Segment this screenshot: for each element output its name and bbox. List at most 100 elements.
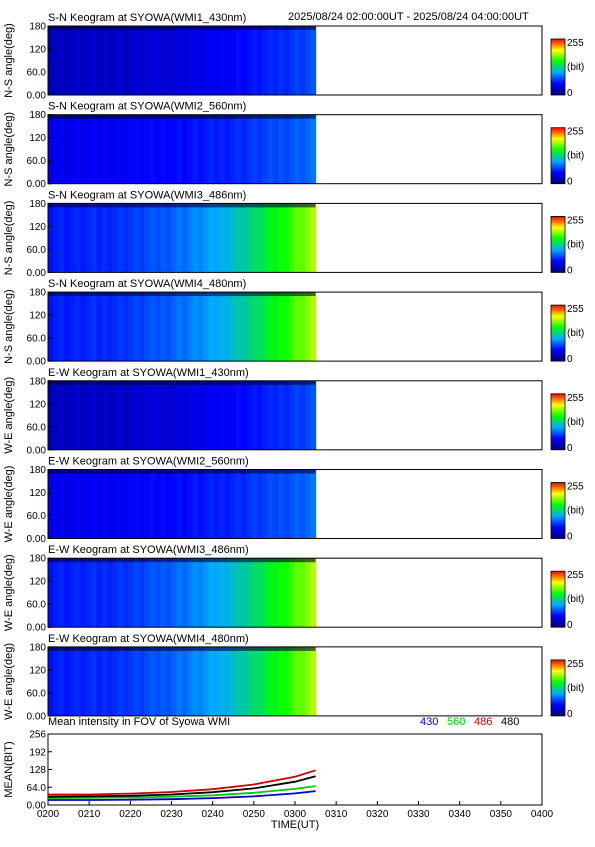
panel-1-heat-column [85,26,92,95]
panel-8-ytick-label: 0.00 [27,711,47,722]
panel-3-heat-column [288,203,295,273]
panel-3-heat-column [208,203,215,273]
panel-4-heat-column [171,292,178,362]
panel-1-colorbar [550,38,566,96]
panel-4-heat-column [310,292,317,362]
panel-6-heat-column [144,469,151,539]
panel-7-heat-column [235,558,242,628]
panel-3-heat-column [69,203,76,273]
panel-6-heat-column [197,469,204,539]
panel-5-heat-column [246,380,252,450]
panel-6-heat-column [85,469,92,539]
panel-3-heat-column [133,203,140,273]
panel-2-ytick-label: 0.00 [27,179,47,190]
panel-1-heat-column [90,26,97,95]
panel-6-heat-column [165,469,172,539]
panel-3-ylabel: N-S angle(deg) [3,201,15,276]
panel-3-heat-column [246,203,252,273]
panel-3-heat-column [122,203,129,273]
panel-2-heat-column [90,114,97,184]
panel-4-frame [47,291,543,362]
panel-5-heat-column [310,380,317,450]
panel-8-heat-column [96,646,103,716]
panel-7-heat-column [138,558,145,628]
panel-8-heat-column [149,646,156,716]
panel-3-heat-column [229,203,236,273]
panel-5-heat-column [64,380,71,450]
panel-4-heat-column [122,292,129,362]
panel-4-heat-column [155,292,161,362]
panel-4-heat-column [288,292,295,362]
panel-2-ylabel: N-S angle(deg) [3,112,15,187]
panel-1-heat-column [117,26,124,95]
panel-1-heat-column [288,26,295,95]
panel-1-heat-column [133,26,140,95]
line-xtick-label: 0220 [119,809,142,820]
panel-3-heat-column [96,203,103,273]
panel-6-heat-column [128,469,135,539]
panel-6-heat-column [288,469,295,539]
panel-6-heat-column [181,469,188,539]
panel-8-heat-column [251,646,258,716]
panel-2-colorbar-min: 0 [567,177,573,188]
panel-5-heat-column [192,380,199,450]
panel-1-heat-column [176,26,183,95]
panel-6-heat-column [149,469,156,539]
panel-1-heat-column [80,26,87,95]
panel-2-ytick-label: 180 [29,110,46,121]
panel-3-colorbar-min: 0 [567,265,573,276]
panel-5-heat-column [208,380,215,450]
panel-7-title: E-W Keogram at SYOWA(WMI3_486nm) [48,544,249,556]
panel-6-colorbar [550,482,566,539]
panel-8-heat-column [310,646,317,716]
panel-7-heat-column [262,558,269,628]
panel-4-heat-column [74,292,81,362]
panel-3-heat-column [138,203,145,273]
panel-7-ytick-label: 120 [29,577,46,588]
panel-2-heat-column [299,114,306,184]
panel-5-heat-column [262,380,269,450]
panel-2-heat-column [181,114,188,184]
panel-2-heat-column [192,114,199,184]
panel-6-heat-column [155,469,161,539]
line-xlabel: TIME(UT) [271,819,319,831]
panel-8-horizon-band [48,646,316,651]
panel-5-heat-column [58,380,65,450]
panel-8-heat-column [197,646,204,716]
panel-4-colorbar-unit: (bit) [567,328,584,339]
panel-5-heat-column [171,380,178,450]
panel-4-heat-column [246,292,252,362]
panel-2-heat-column [171,114,178,184]
panel-5-heat-column [187,380,194,450]
panel-7-heat-column [160,558,167,628]
panel-8-heat-column [165,646,172,716]
panel-8-heat-column [155,646,161,716]
panel-8-heat-column [133,646,140,716]
panel-1-heat-column [192,26,199,95]
panel-7-heat-column [187,558,194,628]
legend-430: 430 [420,716,438,728]
panel-1-heat-column [267,26,274,95]
panel-6-heat-column [219,469,226,539]
panel-7-heat-column [69,558,76,628]
panel-8-heat-column [69,646,76,716]
panel-5-heat-column [203,380,210,450]
panel-4-heat-column [208,292,215,362]
panel-8-heat-column [240,646,247,716]
panel-6-heat-column [213,469,220,539]
panel-5-heat-column [229,380,236,450]
panel-1-heat-column [53,26,60,95]
panel-4-heat-column [224,292,231,362]
panel-2-heat-column [262,114,269,184]
panel-8-heat-column [192,646,199,716]
panel-4-heat-column [133,292,140,362]
panel-8-colorbar-min: 0 [567,709,573,720]
panel-1-frame [47,25,543,96]
panel-1-heat-column [213,26,220,95]
panel-1-heat-column [235,26,242,95]
line-xtick-label: 0400 [531,809,554,820]
panel-2-heat-column [278,114,285,184]
panel-3-heat-column [165,203,172,273]
line-xtick-label: 0250 [243,809,266,820]
